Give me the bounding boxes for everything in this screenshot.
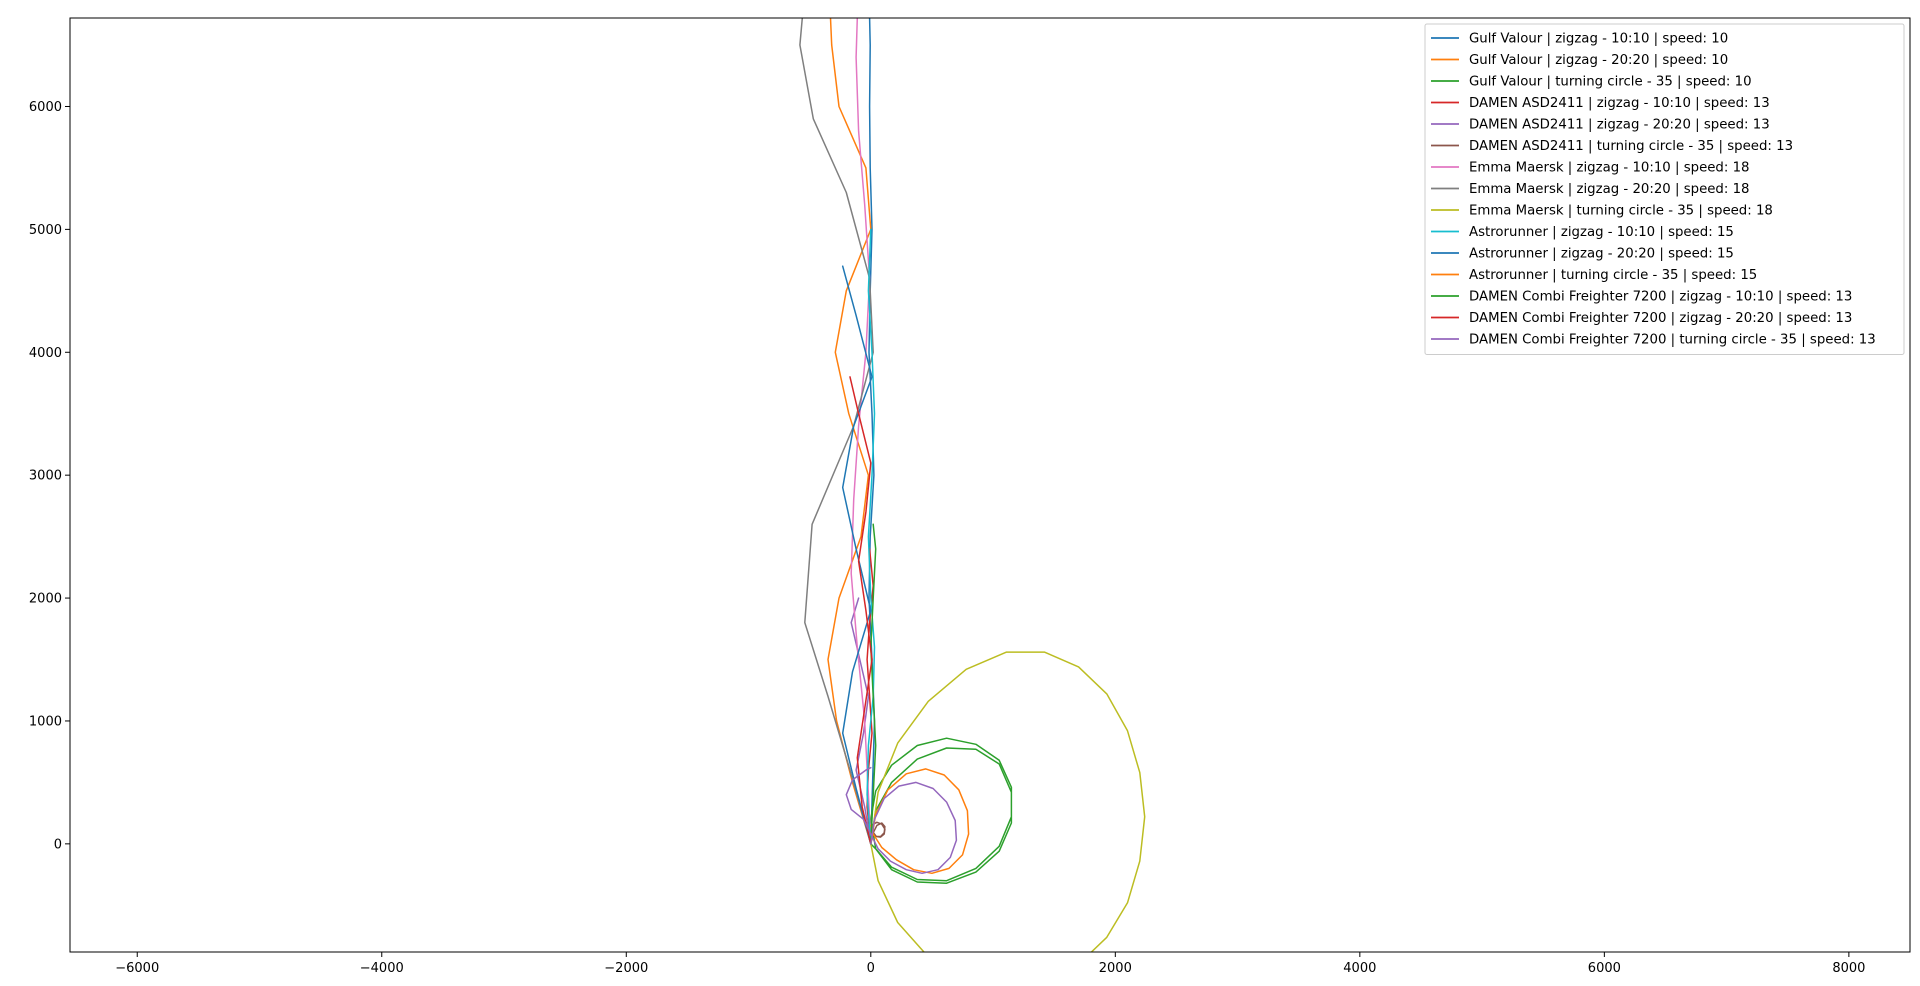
legend-label-12: Astrorunner | turning circle - 35 | spee… [1469, 268, 1757, 283]
series-line-2 [827, 18, 872, 845]
y-axis: 0 1000 2000 3000 4000 5000 6000 [29, 100, 70, 852]
legend-label-10: Astrorunner | zigzag - 10:10 | speed: 15 [1469, 225, 1734, 240]
legend-box [1424, 23, 1905, 355]
series-line-14 [849, 376, 873, 845]
y-tick-label: 6000 [29, 100, 62, 115]
legend-label-3: Gulf Valour | turning circle - 35 | spee… [1469, 75, 1752, 90]
x-tick-label: −6000 [115, 961, 159, 976]
series-line-13 [870, 523, 877, 845]
legend-label-13: DAMEN Combi Freighter 7200 | zigzag - 10… [1469, 290, 1852, 305]
legend: Gulf Valour | zigzag - 10:10 | speed: 10… [1424, 23, 1905, 355]
legend-label-7: Emma Maersk | zigzag - 10:10 | speed: 18 [1469, 161, 1750, 176]
y-tick-label: 4000 [29, 346, 62, 361]
legend-label-2: Gulf Valour | zigzag - 20:20 | speed: 10 [1469, 53, 1728, 68]
x-tick-label: 6000 [1588, 961, 1621, 976]
y-tick-label: 3000 [29, 469, 62, 484]
legend-label-14: DAMEN Combi Freighter 7200 | zigzag - 20… [1469, 311, 1852, 326]
series-line-12 [870, 768, 970, 875]
series-line-9 [870, 651, 1146, 952]
legend-label-11: Astrorunner | zigzag - 20:20 | speed: 15 [1469, 247, 1734, 262]
series-line-3 [870, 737, 1013, 884]
y-tick-label: 5000 [29, 223, 62, 238]
x-tick-label: 4000 [1343, 961, 1376, 976]
series-line-8 [799, 18, 874, 845]
series-line-5 [850, 597, 872, 845]
y-tick-label: 1000 [29, 714, 62, 729]
legend-label-4: DAMEN ASD2411 | zigzag - 10:10 | speed: … [1469, 96, 1770, 111]
legend-label-5: DAMEN ASD2411 | zigzag - 20:20 | speed: … [1469, 118, 1770, 133]
series-line-11 [841, 265, 873, 845]
legend-label-9: Emma Maersk | turning circle - 35 | spee… [1469, 204, 1773, 219]
legend-label-8: Emma Maersk | zigzag - 20:20 | speed: 18 [1469, 182, 1750, 197]
series-line-10 [866, 228, 876, 845]
legend-label-6: DAMEN ASD2411 | turning circle - 35 | sp… [1469, 139, 1793, 154]
x-tick-label: 8000 [1832, 961, 1865, 976]
series-line-7 [850, 18, 872, 845]
legend-label-1: Gulf Valour | zigzag - 10:10 | speed: 10 [1469, 32, 1728, 47]
x-tick-label: −2000 [604, 961, 648, 976]
series-layer [799, 18, 1146, 952]
legend-label-15: DAMEN Combi Freighter 7200 | turning cir… [1469, 333, 1876, 348]
plot-frame [69, 17, 1911, 953]
y-tick-label: 0 [54, 837, 62, 852]
series-line-15 [845, 766, 958, 875]
y-tick-label: 2000 [29, 592, 62, 607]
x-axis: −6000 −4000 −2000 0 2000 4000 6000 8000 [115, 952, 1865, 976]
x-tick-label: 2000 [1099, 961, 1132, 976]
x-tick-label: −4000 [360, 961, 404, 976]
x-tick-label: 0 [867, 961, 875, 976]
